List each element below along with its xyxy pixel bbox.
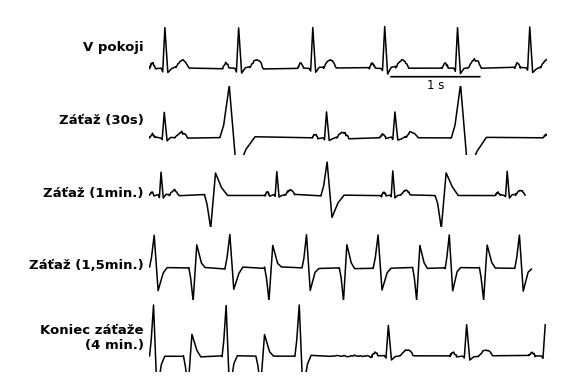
Text: Záťaž (1,5min.): Záťaž (1,5min.) (29, 259, 144, 272)
Text: 1 s: 1 s (427, 79, 444, 92)
Text: V pokoji: V pokoji (83, 41, 144, 54)
Text: Záťaž (1min.): Záťaž (1min.) (43, 186, 144, 200)
Text: Záťaž (30s): Záťaž (30s) (59, 114, 144, 127)
Text: Koniec záťaže
(4 min.): Koniec záťaže (4 min.) (40, 324, 144, 352)
